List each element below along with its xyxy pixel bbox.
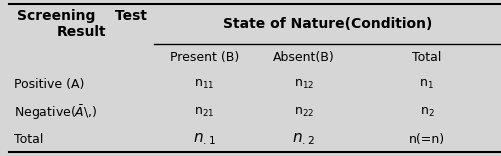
Text: n$_{21}$: n$_{21}$ [194, 106, 214, 119]
Text: $\boldsymbol{\mathit{n}}_{.2}$: $\boldsymbol{\mathit{n}}_{.2}$ [292, 132, 315, 147]
Text: Absent(B): Absent(B) [273, 51, 334, 64]
Text: n$_{2}$: n$_{2}$ [419, 106, 433, 119]
Text: $\boldsymbol{\mathit{n}}_{.1}$: $\boldsymbol{\mathit{n}}_{.1}$ [192, 132, 215, 147]
Text: Present (B): Present (B) [169, 51, 238, 64]
Text: n(=n): n(=n) [408, 133, 444, 146]
Text: n$_{12}$: n$_{12}$ [293, 78, 314, 91]
Text: Total: Total [411, 51, 441, 64]
Text: n$_{22}$: n$_{22}$ [293, 106, 314, 119]
Text: n$_{1}$: n$_{1}$ [419, 78, 433, 91]
Text: n$_{11}$: n$_{11}$ [194, 78, 214, 91]
Text: Positive (A): Positive (A) [14, 78, 84, 91]
Text: Total: Total [14, 133, 43, 146]
Text: Negative($\bar{A}$\,): Negative($\bar{A}$\,) [14, 103, 97, 122]
Text: State of Nature(Condition): State of Nature(Condition) [222, 17, 431, 31]
Text: Screening    Test
Result: Screening Test Result [17, 9, 146, 39]
